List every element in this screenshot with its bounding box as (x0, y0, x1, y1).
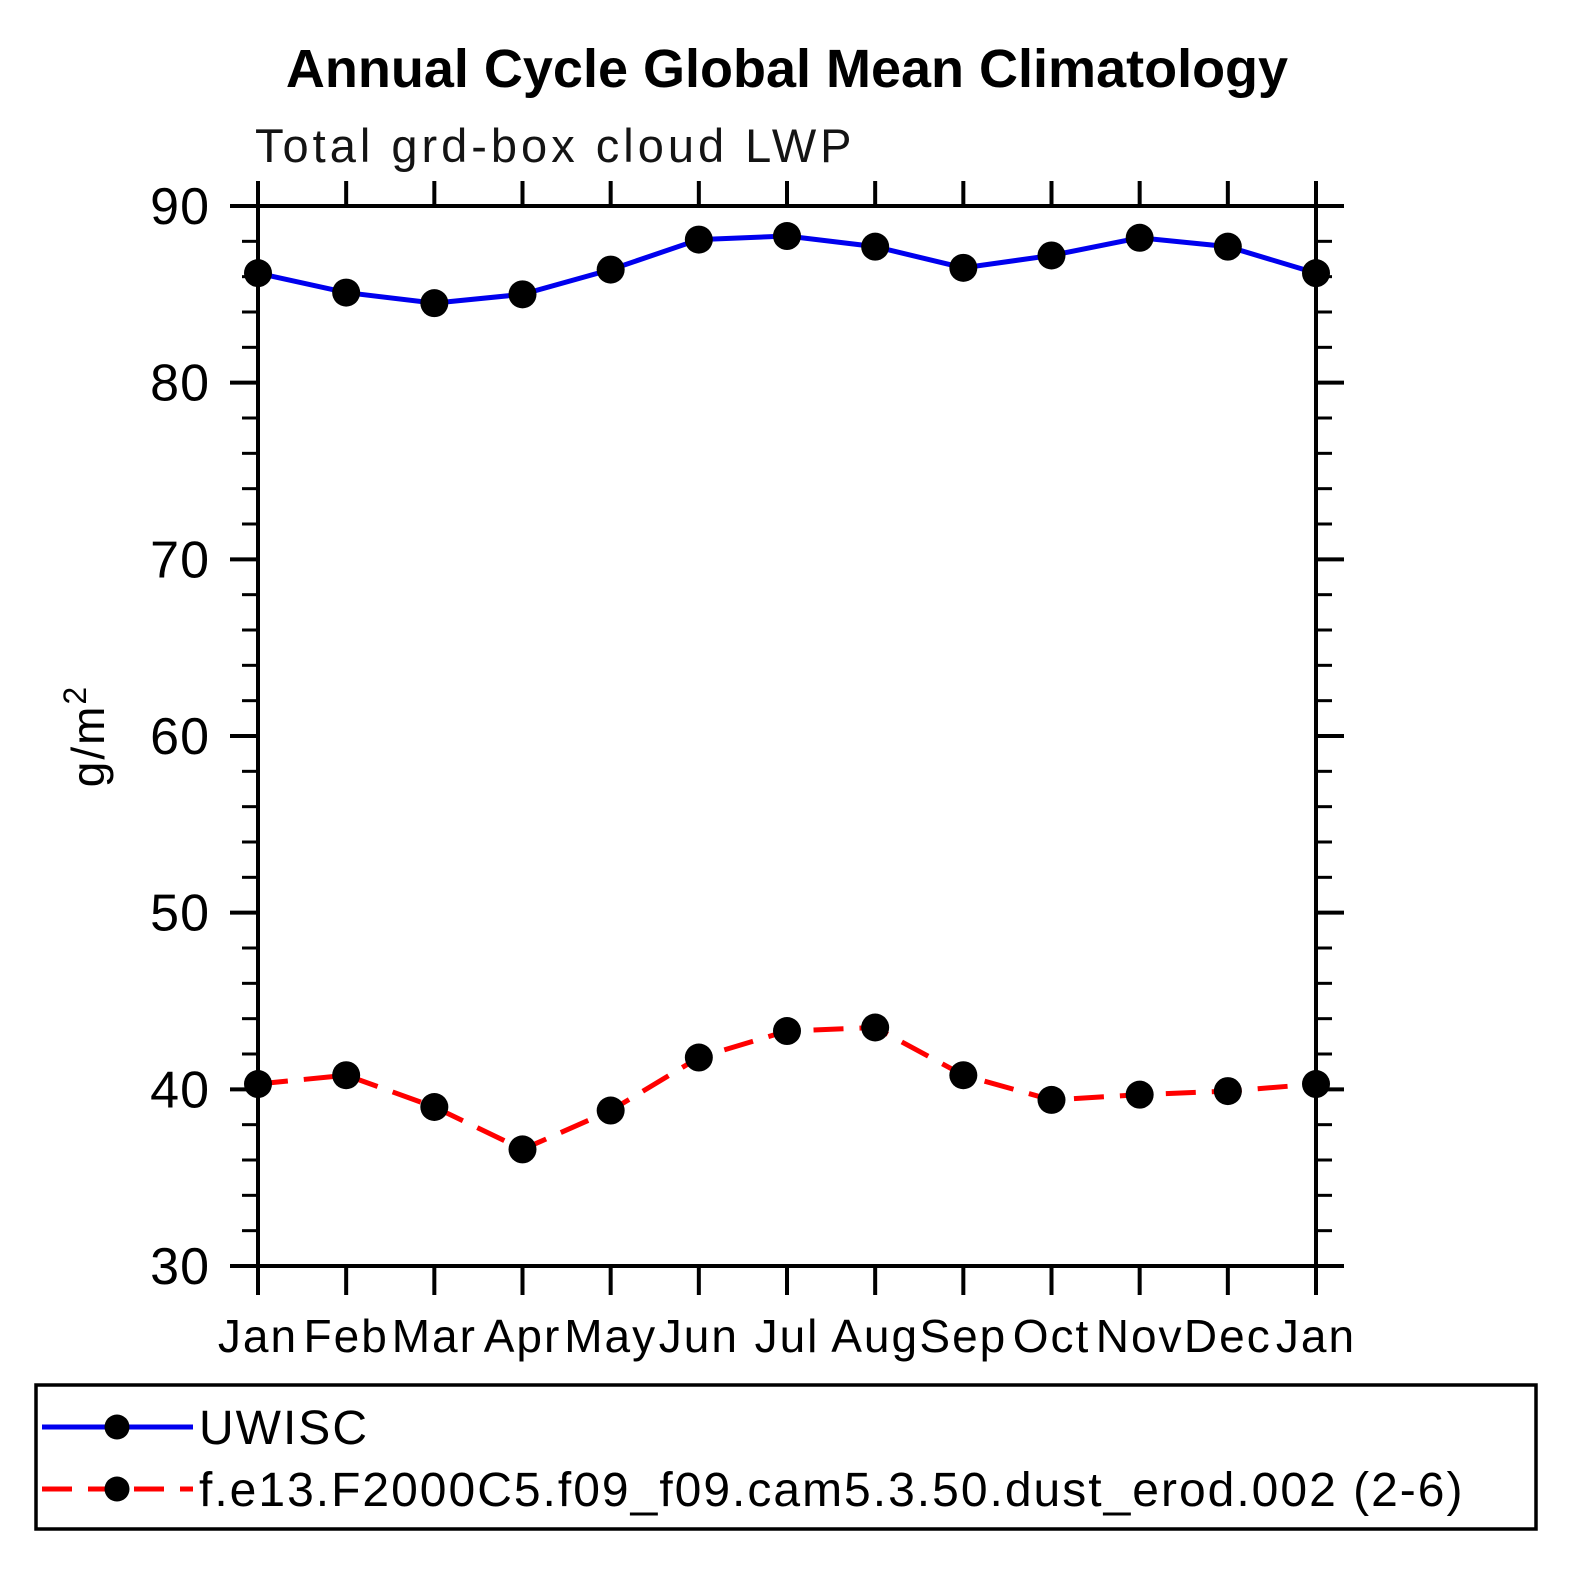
x-tick-label: Feb (304, 1310, 389, 1362)
x-tick-label: Jan (1276, 1310, 1356, 1362)
y-tick-label: 90 (150, 178, 210, 236)
data-point-marker (1302, 259, 1330, 288)
data-point-marker (861, 232, 890, 261)
x-tick-label: Mar (392, 1310, 477, 1362)
data-point-marker (332, 1061, 361, 1090)
data-point-marker (1213, 1077, 1242, 1106)
data-point-marker (1125, 223, 1154, 252)
x-tick-label: Aug (831, 1310, 919, 1362)
data-point-marker (596, 1096, 625, 1125)
chart-subtitle: Total grd-box cloud LWP (255, 119, 856, 172)
data-point-marker (949, 253, 978, 282)
y-tick-label: 70 (150, 531, 210, 589)
data-series (244, 222, 1330, 1164)
data-point-marker (1302, 1070, 1330, 1099)
x-tick-label: Oct (1013, 1310, 1091, 1362)
data-point-marker (684, 1043, 713, 1072)
data-point-marker (1213, 232, 1242, 261)
data-point-marker (596, 255, 625, 284)
x-tick-label: Nov (1096, 1310, 1184, 1362)
data-point-marker (420, 289, 449, 318)
data-point-marker (773, 1017, 801, 1046)
x-tick-label: Jan (218, 1310, 298, 1362)
legend-marker-icon (104, 1476, 130, 1502)
y-tick-label: 30 (150, 1238, 210, 1296)
y-tick-label: 50 (150, 885, 210, 943)
data-point-marker (244, 259, 272, 288)
plot-frame (256, 204, 1318, 1268)
x-tick-label: May (564, 1310, 657, 1362)
data-point-marker (1037, 1085, 1066, 1114)
x-tick-label: Jul (755, 1310, 820, 1362)
data-point-marker (420, 1093, 449, 1121)
x-tick-label: Dec (1184, 1310, 1272, 1362)
legend: UWISC f.e13.F2000C5.f09_f09.cam5.3.50.du… (34, 1383, 1538, 1531)
data-point-marker (684, 225, 713, 254)
y-tick-label: 80 (150, 355, 210, 413)
legend-box (34, 1383, 1538, 1531)
x-tick-label: Apr (484, 1310, 562, 1362)
data-point-marker (861, 1013, 890, 1042)
data-point-marker (332, 278, 361, 307)
y-tick-label: 60 (150, 708, 210, 766)
series-line-dashed (257, 1024, 1317, 1153)
y-axis-unit-label: g/m2 (57, 685, 114, 787)
legend-entry-model: f.e13.F2000C5.f09_f09.cam5.3.50.dust_ero… (42, 1464, 1464, 1517)
x-tick-label: Jun (659, 1310, 739, 1362)
data-point-marker (1125, 1080, 1154, 1109)
legend-label-uwisc: UWISC (199, 1402, 369, 1455)
data-point-marker (508, 1135, 537, 1164)
data-point-marker (773, 222, 801, 251)
legend-marker-icon (104, 1414, 130, 1440)
legend-entry-uwisc: UWISC (42, 1402, 369, 1455)
data-point-marker (949, 1061, 978, 1090)
chart-title: Annual Cycle Global Mean Climatology (285, 39, 1289, 99)
data-point-marker (1037, 241, 1066, 270)
data-point-marker (508, 280, 537, 309)
x-tick-label: Sep (919, 1310, 1007, 1362)
data-point-marker (244, 1070, 272, 1099)
y-tick-label: 40 (150, 1061, 210, 1119)
legend-label-model: f.e13.F2000C5.f09_f09.cam5.3.50.dust_ero… (199, 1464, 1464, 1517)
